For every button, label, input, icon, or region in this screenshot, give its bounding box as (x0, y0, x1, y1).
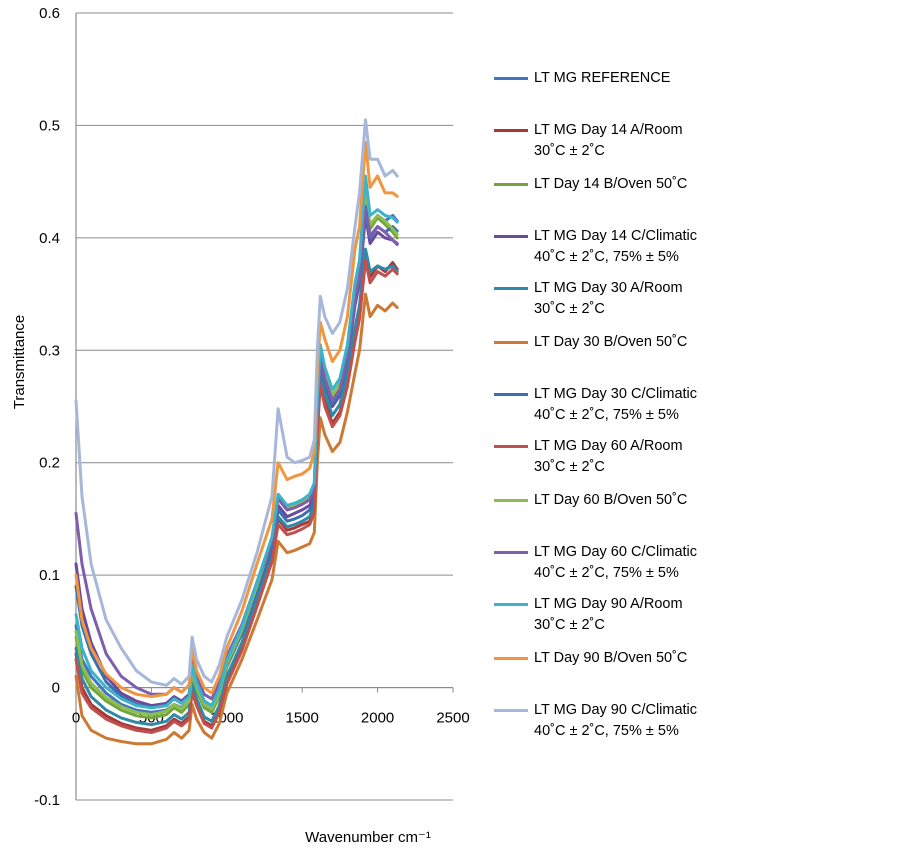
legend-swatch (494, 393, 528, 396)
y-tick-label: 0.6 (39, 5, 60, 22)
legend-swatch (494, 235, 528, 238)
legend-label: LT MG Day 14 A/Room 30˚C ± 2˚C (534, 122, 683, 159)
series-line-6 (74, 292, 399, 746)
legend-swatch (494, 77, 528, 80)
legend-label: LT MG Day 90 C/Climatic 40˚C ± 2˚C, 75% … (534, 702, 698, 739)
legend-label: LT Day 90 B/Oven 50˚C (534, 650, 688, 666)
series-lines (74, 118, 399, 746)
series-line-8 (74, 258, 399, 734)
x-tick-label: 0 (72, 710, 80, 727)
legend-swatch (494, 551, 528, 554)
legend-label: LT MG Day 60 A/Room 30˚C ± 2˚C (534, 438, 683, 475)
legend-item: LT Day 30 B/Oven 50˚C (494, 332, 687, 353)
legend-item: LT MG Day 90 C/Climatic 40˚C ± 2˚C, 75% … (494, 700, 697, 742)
axes (75, 13, 454, 800)
series-line-11 (74, 174, 399, 710)
series-line-12 (74, 140, 399, 699)
legend-label: LT Day 30 B/Oven 50˚C (534, 334, 688, 350)
x-tick-label: 1500 (286, 710, 319, 727)
y-tick-label: -0.1 (34, 792, 60, 809)
legend-label: LT MG REFERENCE (534, 70, 671, 86)
legend-item: LT MG REFERENCE (494, 68, 670, 89)
legend-label: LT MG Day 30 C/Climatic 40˚C ± 2˚C, 75% … (534, 386, 698, 423)
legend-item: LT MG Day 60 C/Climatic 40˚C ± 2˚C, 75% … (494, 542, 697, 584)
legend-swatch (494, 709, 528, 712)
legend-label: LT MG Day 90 A/Room 30˚C ± 2˚C (534, 596, 683, 633)
legend-label: LT MG Day 14 C/Climatic 40˚C ± 2˚C, 75% … (534, 228, 698, 265)
gridlines (76, 12, 453, 801)
legend-swatch (494, 603, 528, 606)
legend-swatch (494, 499, 528, 502)
y-tick-label: 0 (52, 680, 60, 697)
legend-item: LT Day 60 B/Oven 50˚C (494, 490, 687, 511)
y-tick-label: 0.3 (39, 342, 60, 359)
legend-swatch (494, 341, 528, 344)
y-tick-label: 0.5 (39, 117, 60, 134)
legend-swatch (494, 183, 528, 186)
legend-label: LT MG Day 60 C/Climatic 40˚C ± 2˚C, 75% … (534, 544, 698, 581)
legend-swatch (494, 287, 528, 290)
legend-item: LT Day 14 B/Oven 50˚C (494, 174, 687, 195)
legend-item: LT MG Day 30 A/Room 30˚C ± 2˚C (494, 278, 683, 320)
legend-item: LT Day 90 B/Oven 50˚C (494, 648, 687, 669)
y-axis-title: Transmittance (11, 315, 28, 409)
legend-item: LT MG Day 90 A/Room 30˚C ± 2˚C (494, 594, 683, 636)
legend-swatch (494, 129, 528, 132)
x-axis-title: Wavenumber cm⁻¹ (305, 829, 431, 846)
y-tick-label: 0.4 (39, 230, 60, 247)
legend-item: LT MG Day 14 A/Room 30˚C ± 2˚C (494, 120, 683, 162)
legend-swatch (494, 657, 528, 660)
y-tick-label: 0.2 (39, 455, 60, 472)
series-line-13 (74, 118, 399, 687)
legend-item: LT MG Day 60 A/Room 30˚C ± 2˚C (494, 436, 683, 478)
y-tick-label: 0.1 (39, 567, 60, 584)
legend-label: LT Day 14 B/Oven 50˚C (534, 176, 688, 192)
x-tick-label: 2500 (436, 710, 469, 727)
legend-item: LT MG Day 14 C/Climatic 40˚C ± 2˚C, 75% … (494, 226, 697, 268)
legend-label: LT Day 60 B/Oven 50˚C (534, 492, 688, 508)
x-tick-label: 2000 (361, 710, 394, 727)
legend-swatch (494, 445, 528, 448)
legend-item: LT MG Day 30 C/Climatic 40˚C ± 2˚C, 75% … (494, 384, 697, 426)
legend-label: LT MG Day 30 A/Room 30˚C ± 2˚C (534, 280, 683, 317)
